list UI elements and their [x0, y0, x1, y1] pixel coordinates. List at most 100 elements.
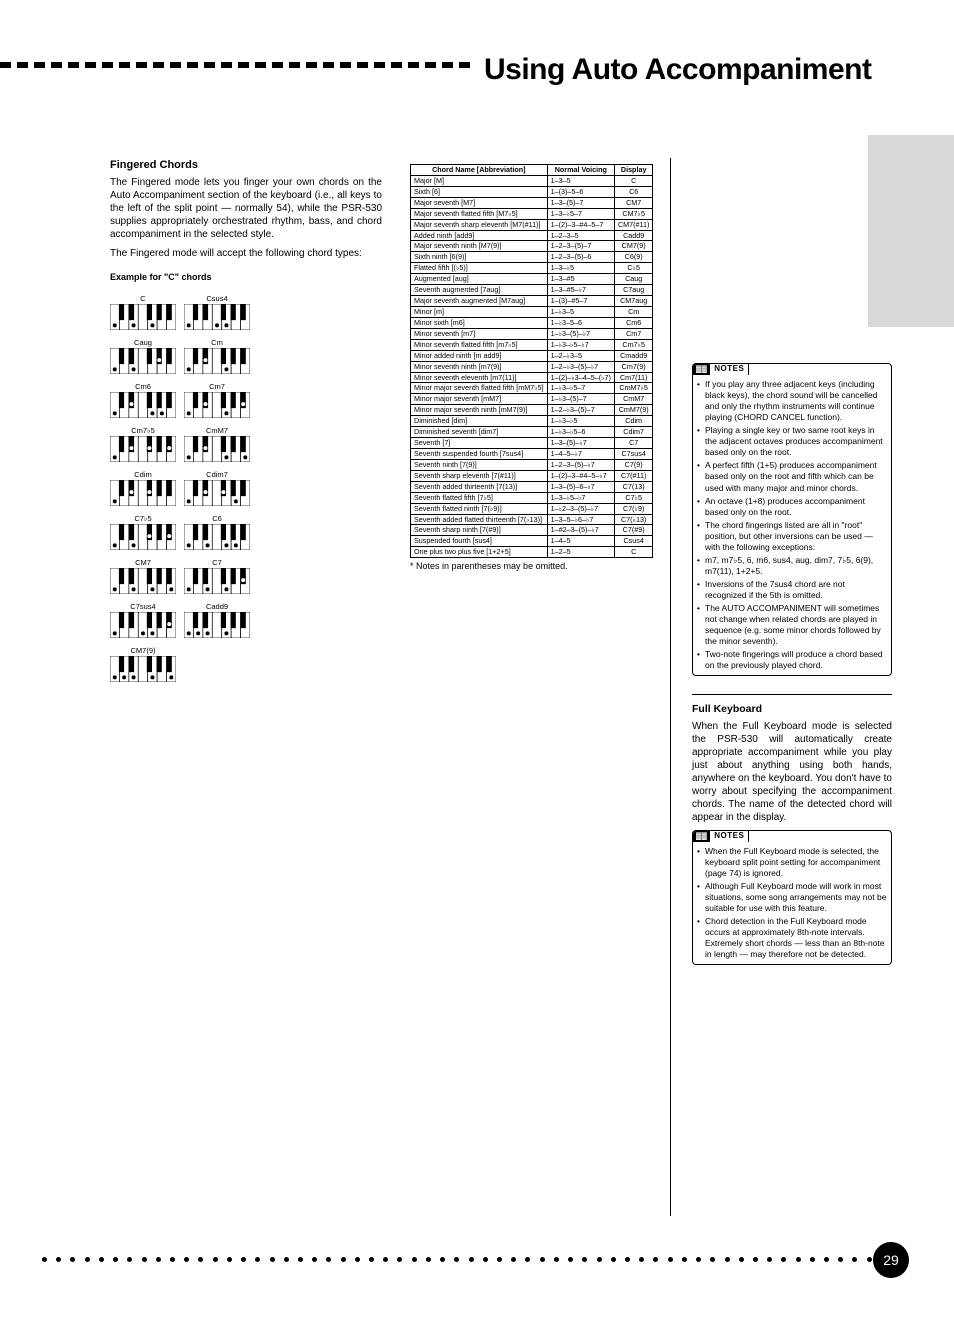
table-cell: C♭5 [614, 263, 652, 274]
keyboard-icon [184, 348, 250, 374]
table-cell: C7(9) [614, 459, 652, 470]
table-header: Chord Name [Abbreviation] [411, 165, 548, 176]
chord-diagram: C [110, 294, 176, 330]
table-cell: CM7 [614, 197, 652, 208]
table-cell: C6 [614, 186, 652, 197]
table-cell: 1–4–5–♭7 [547, 448, 614, 459]
chord-label: Cm7 [209, 382, 225, 390]
table-cell: C7(♭13) [614, 514, 652, 525]
chord-diagram: Cadd9 [184, 602, 250, 638]
chord-diagram: CmM7 [184, 426, 250, 462]
table-cell: C [614, 547, 652, 558]
keyboard-icon [110, 524, 176, 550]
table-cell: 1–2–3–(5)–♭7 [547, 459, 614, 470]
table-cell: Added ninth [add9] [411, 230, 548, 241]
table-cell: Cm7(9) [614, 361, 652, 372]
table-row: Sixth ninth [6(9)]1–2–3–(5)–6C6(9) [411, 252, 653, 263]
table-cell: 1–♭3–(5)–7 [547, 394, 614, 405]
table-cell: CM7(9) [614, 241, 652, 252]
table-cell: Seventh [7] [411, 438, 548, 449]
table-cell: Major [M] [411, 175, 548, 186]
table-row: Flatted fifth [(♭5)]1–3–♭5C♭5 [411, 263, 653, 274]
table-cell: Cadd9 [614, 230, 652, 241]
keyboard-icon [110, 568, 176, 594]
table-cell: Minor seventh flatted fifth [m7♭5] [411, 339, 548, 350]
notes-list-2: When the Full Keyboard mode is selected,… [697, 846, 887, 960]
table-cell: 1–(3)–#5–7 [547, 296, 614, 307]
table-cell: CM7♭5 [614, 208, 652, 219]
table-cell: Minor major seventh flatted fifth [mM7♭5… [411, 383, 548, 394]
table-cell: CM7(#11) [614, 219, 652, 230]
table-cell: Cm7(11) [614, 372, 652, 383]
fingered-intro2: The Fingered mode will accept the follow… [110, 247, 382, 260]
table-row: Minor seventh flatted fifth [m7♭5]1–♭3–♭… [411, 339, 653, 350]
fingered-title: Fingered Chords [110, 158, 382, 172]
table-cell: Major seventh sharp eleventh [M7(#11)] [411, 219, 548, 230]
table-row: Minor seventh eleventh [m7(11)]1–(2)–♭3–… [411, 372, 653, 383]
table-cell: Sixth [6] [411, 186, 548, 197]
chord-label: C [140, 294, 145, 302]
table-row: Seventh added flatted thirteenth [7(♭13)… [411, 514, 653, 525]
table-cell: Major seventh [M7] [411, 197, 548, 208]
table-cell: Minor major seventh ninth [mM7(9)] [411, 405, 548, 416]
chord-diagram: CM7(9) [110, 646, 176, 682]
keyboard-icon [110, 436, 176, 462]
note-item: Although Full Keyboard mode will work in… [697, 881, 887, 914]
chord-label: C7 [212, 558, 222, 566]
chord-label: C7sus4 [130, 602, 155, 610]
table-cell: Cdim [614, 416, 652, 427]
table-cell: Flatted fifth [(♭5)] [411, 263, 548, 274]
table-cell: Cm7 [614, 328, 652, 339]
notes-icon: ▓▓ [693, 364, 710, 375]
table-cell: 1–2–♭3–(5)–♭7 [547, 361, 614, 372]
table-row: Sixth [6]1–(3)–5–6C6 [411, 186, 653, 197]
table-cell: C7(#11) [614, 470, 652, 481]
table-cell: 1–3–5 [547, 175, 614, 186]
chord-label: CM7 [135, 558, 151, 566]
chord-label: C7♭5 [134, 514, 151, 522]
table-cell: CM7aug [614, 296, 652, 307]
chord-label: C6 [212, 514, 222, 522]
table-cell: Cmadd9 [614, 350, 652, 361]
table-cell: 1–♭2–3–(5)–♭7 [547, 503, 614, 514]
keyboard-icon [110, 348, 176, 374]
table-cell: CmM7 [614, 394, 652, 405]
note-item: m7, m7♭5, 6, m6, sus4, aug, dim7, 7♭5, 6… [697, 555, 887, 577]
table-cell: C7(♭9) [614, 503, 652, 514]
full-kb-title: Full Keyboard [692, 703, 892, 717]
table-cell: C7aug [614, 285, 652, 296]
right-column: ▓▓NOTES If you play any three adjacent k… [692, 158, 892, 971]
keyboard-icon [110, 480, 176, 506]
table-cell: Minor seventh eleventh [m7(11)] [411, 372, 548, 383]
chord-label: Cadd9 [206, 602, 228, 610]
table-cell: 1–3–5–♭6–♭7 [547, 514, 614, 525]
chord-diagram: Caug [110, 338, 176, 374]
table-cell: Minor major seventh [mM7] [411, 394, 548, 405]
table-row: Minor seventh ninth [m7(9)]1–2–♭3–(5)–♭7… [411, 361, 653, 372]
keyboard-icon [184, 568, 250, 594]
table-row: Diminished seventh [dim7]1–♭3–♭5–6Cdim7 [411, 427, 653, 438]
table-cell: 1–♭3–♭5–7 [547, 383, 614, 394]
table-cell: 1–♭3–♭5–6 [547, 427, 614, 438]
chord-diagram: Cm7 [184, 382, 250, 418]
table-row: Seventh flatted ninth [7(♭9)]1–♭2–3–(5)–… [411, 503, 653, 514]
table-cell: 1–2–5 [547, 547, 614, 558]
table-cell: Seventh flatted fifth [7♭5] [411, 492, 548, 503]
table-row: Seventh [7]1–3–(5)–♭7C7 [411, 438, 653, 449]
table-row: Minor major seventh flatted fifth [mM7♭5… [411, 383, 653, 394]
note-item: When the Full Keyboard mode is selected,… [697, 846, 887, 879]
table-cell: Seventh added flatted thirteenth [7(♭13)… [411, 514, 548, 525]
page-number: 29 [873, 1242, 909, 1278]
table-footnote: * Notes in parentheses may be omitted. [410, 561, 655, 573]
chord-table: Chord Name [Abbreviation]Normal VoicingD… [410, 164, 653, 558]
table-row: Major seventh sharp eleventh [M7(#11)]1–… [411, 219, 653, 230]
table-cell: 1–(3)–5–6 [547, 186, 614, 197]
table-row: Seventh augmented [7aug]1–3–#5–♭7C7aug [411, 285, 653, 296]
left-column: Fingered Chords The Fingered mode lets y… [110, 158, 382, 690]
table-cell: Diminished seventh [dim7] [411, 427, 548, 438]
keyboard-icon [184, 612, 250, 638]
notes-icon: ▓▓ [693, 831, 710, 842]
example-label: Example for "C" chords [110, 272, 382, 284]
table-cell: 1–3–♭5–♭7 [547, 492, 614, 503]
note-item: Playing a single key or two same root ke… [697, 425, 887, 458]
